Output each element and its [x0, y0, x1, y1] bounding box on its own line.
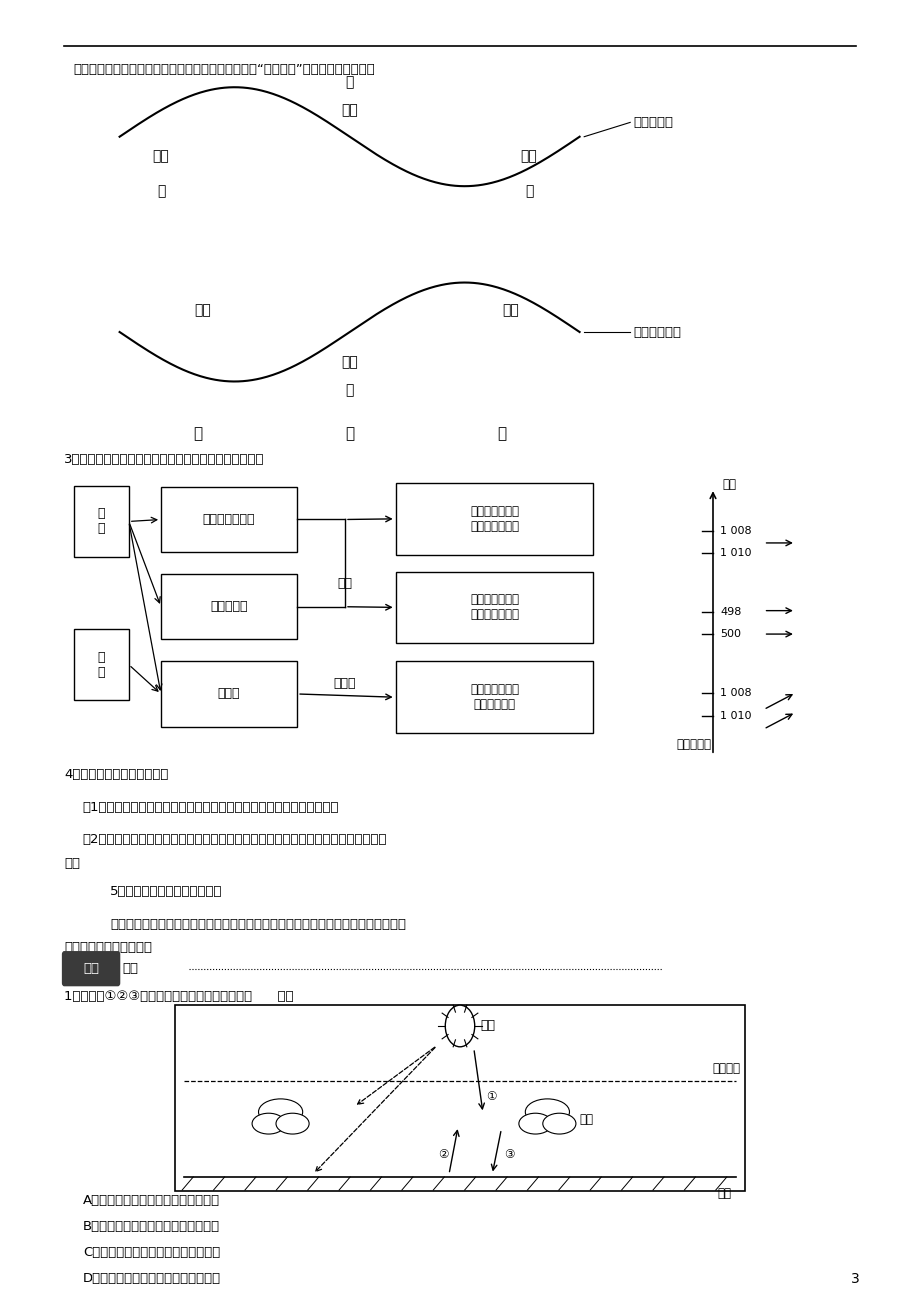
Text: 498: 498 [720, 607, 741, 617]
Text: 一力作用时，风
向垂直于等压线: 一力作用时，风 向垂直于等压线 [470, 505, 518, 533]
FancyBboxPatch shape [161, 487, 297, 552]
Text: 大气上界: 大气上界 [712, 1062, 740, 1075]
Text: 4．等压线图上风速判断思路: 4．等压线图上风速判断思路 [64, 768, 168, 781]
Text: 近地面等压面: 近地面等压面 [632, 326, 680, 339]
FancyBboxPatch shape [161, 574, 297, 639]
Text: 1 008: 1 008 [720, 526, 751, 536]
Text: C．地面辐射、大气逆辐射、太阳辐射: C．地面辐射、大气逆辐射、太阳辐射 [83, 1246, 220, 1259]
Text: 1 010: 1 010 [720, 548, 751, 559]
Text: A．大气逆辐射、地面辐射、太阳辐射: A．大气逆辐射、地面辐射、太阳辐射 [83, 1194, 220, 1207]
FancyBboxPatch shape [74, 629, 129, 700]
Text: （2）相邻两条等压线间的气压差越大，水平气压梯度力越大，风速越大；反之风速越: （2）相邻两条等压线间的气压差越大，水平气压梯度力越大，风速越大；反之风速越 [83, 833, 387, 846]
Text: ①: ① [485, 1090, 495, 1103]
Text: 500: 500 [720, 629, 741, 639]
Text: D．太阳辐射、大气逆辐射、地面辐射: D．太阳辐射、大气逆辐射、地面辐射 [83, 1272, 221, 1285]
FancyBboxPatch shape [395, 572, 593, 643]
Text: 低压: 低压 [520, 150, 537, 163]
FancyBboxPatch shape [395, 661, 593, 733]
FancyBboxPatch shape [161, 661, 297, 727]
Text: 大气: 大气 [579, 1113, 593, 1126]
Text: 冷: 冷 [496, 426, 505, 441]
Text: 地面: 地面 [717, 1187, 731, 1200]
Text: 3．近地面和高空风风向、风速及受力分析纲要图示归纳: 3．近地面和高空风风向、风速及受力分析纲要图示归纳 [64, 453, 265, 466]
Text: 二力平衡时，风
向平行于等压线: 二力平衡时，风 向平行于等压线 [470, 594, 518, 621]
Text: ②: ② [438, 1148, 448, 1161]
FancyBboxPatch shape [74, 486, 129, 557]
Text: 1 010: 1 010 [720, 711, 751, 721]
Text: 凹: 凹 [156, 185, 165, 198]
Text: 凹: 凹 [345, 384, 354, 397]
Text: 风
向: 风 向 [97, 508, 105, 535]
Text: 5．利用风向判断地理问题技巧: 5．利用风向判断地理问题技巧 [110, 885, 222, 898]
FancyBboxPatch shape [175, 1005, 744, 1191]
Text: 水平气压梯度力: 水平气压梯度力 [202, 513, 255, 526]
Text: B．太阳辐射、地面辐射、大气逆辐射: B．太阳辐射、地面辐射、大气逆辐射 [83, 1220, 220, 1233]
Text: （北半球）: （北半球） [675, 738, 710, 751]
Text: 高压: 高压 [341, 104, 357, 117]
FancyBboxPatch shape [62, 952, 119, 986]
Text: 1．下图中①②③三个箭头所表示的辐射依次是（      ）。: 1．下图中①②③三个箭头所表示的辐射依次是（ ）。 [64, 990, 294, 1003]
Text: 冷: 冷 [193, 426, 202, 441]
Text: （1）同一幅等压线图上，等压线密集，风速大；等压线稀疏，风速小。: （1）同一幅等压线图上，等压线密集，风速大；等压线稀疏，风速小。 [83, 801, 339, 814]
Text: 凹: 凹 [524, 185, 533, 198]
Text: 地转偏向力: 地转偏向力 [210, 600, 247, 613]
Text: 高压: 高压 [194, 303, 210, 316]
Ellipse shape [542, 1113, 575, 1134]
Text: 热: 热 [345, 426, 354, 441]
Text: 摩擦力: 摩擦力 [218, 687, 240, 700]
Circle shape [445, 1005, 474, 1047]
Text: 太阳: 太阳 [480, 1019, 494, 1032]
Text: 近地面: 近地面 [334, 677, 356, 690]
Text: 高压: 高压 [502, 303, 518, 316]
Text: 凸: 凸 [345, 76, 354, 89]
Text: 低压: 低压 [153, 150, 169, 163]
Text: 风
速: 风 速 [97, 651, 105, 678]
Text: 当堂: 当堂 [83, 962, 99, 975]
Text: 3: 3 [850, 1272, 859, 1285]
Ellipse shape [258, 1099, 302, 1125]
Text: 检测: 检测 [122, 962, 138, 975]
Text: 高空等压面: 高空等压面 [632, 116, 672, 129]
Text: 左后方，低压在右前方。: 左后方，低压在右前方。 [64, 941, 153, 954]
Text: 低压: 低压 [341, 355, 357, 368]
Text: ③: ③ [504, 1148, 514, 1161]
Ellipse shape [252, 1113, 285, 1134]
Text: 三力平衡时，风
向斜穿等压线: 三力平衡时，风 向斜穿等压线 [470, 684, 518, 711]
FancyBboxPatch shape [395, 483, 593, 555]
Text: 百帕: 百帕 [721, 478, 735, 491]
Ellipse shape [276, 1113, 309, 1134]
Text: 高空: 高空 [337, 577, 352, 590]
Text: 凸向高空的为高压，下凹的为低压，可形象地记忆为“高凸低凹”，具体如下图所示：: 凸向高空的为高压，下凹的为低压，可形象地记忆为“高凸低凹”，具体如下图所示： [74, 62, 375, 76]
Text: 1 008: 1 008 [720, 687, 751, 698]
Ellipse shape [525, 1099, 569, 1125]
Text: 近地面，观测者背风而立，北半球，高压在右后方，低压在左前方；南半球，高压在: 近地面，观测者背风而立，北半球，高压在右后方，低压在左前方；南半球，高压在 [110, 918, 406, 931]
Ellipse shape [518, 1113, 551, 1134]
Text: 小。: 小。 [64, 857, 80, 870]
